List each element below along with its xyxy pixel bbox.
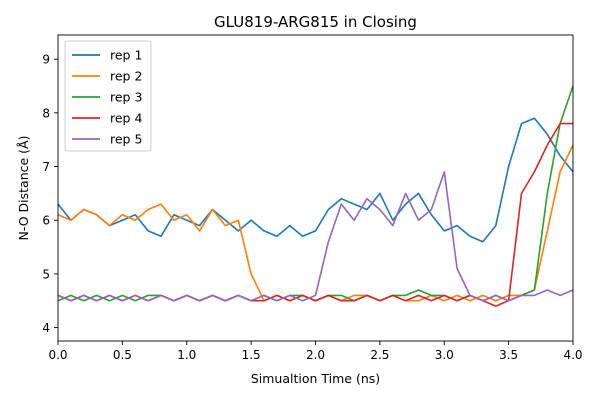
legend-label-rep-1: rep 1 xyxy=(110,48,142,63)
x-tick-label: 3.0 xyxy=(435,348,454,362)
y-tick-label: 7 xyxy=(42,160,50,174)
chart-title: GLU819-ARG815 in Closing xyxy=(214,13,417,31)
y-tick-label: 9 xyxy=(42,53,50,67)
x-axis-label: Simualtion Time (ns) xyxy=(251,371,380,386)
x-tick-label: 1.5 xyxy=(242,348,261,362)
x-tick-label: 4.0 xyxy=(563,348,582,362)
x-axis: 0.0 0.5 1.0 1.5 2.0 2.5 3.0 3.5 4.0 xyxy=(48,341,583,362)
y-tick-label: 5 xyxy=(42,267,50,281)
legend: rep 1 rep 2 rep 3 rep 4 rep 5 xyxy=(64,40,152,152)
y-tick-label: 8 xyxy=(42,106,50,120)
x-tick-label: 2.0 xyxy=(306,348,325,362)
y-axis-label: N-O Distance (Å) xyxy=(16,136,31,241)
x-tick-label: 0.5 xyxy=(113,348,132,362)
series-line-rep-1 xyxy=(57,117,574,243)
x-tick-label: 2.5 xyxy=(370,348,389,362)
series-line-rep-5 xyxy=(57,171,574,302)
legend-label-rep-4: rep 4 xyxy=(110,111,142,126)
y-axis: 4 5 6 7 8 9 xyxy=(42,53,58,335)
x-tick-label: 0.0 xyxy=(48,348,67,362)
x-tick-label: 3.5 xyxy=(499,348,518,362)
series-layer xyxy=(57,85,574,307)
y-tick-label: 6 xyxy=(42,214,50,228)
legend-frame xyxy=(64,40,152,152)
legend-label-rep-2: rep 2 xyxy=(110,69,142,84)
y-tick-label: 4 xyxy=(42,321,50,335)
x-tick-label: 1.0 xyxy=(177,348,196,362)
legend-label-rep-3: rep 3 xyxy=(110,90,142,105)
legend-label-rep-5: rep 5 xyxy=(110,132,142,147)
